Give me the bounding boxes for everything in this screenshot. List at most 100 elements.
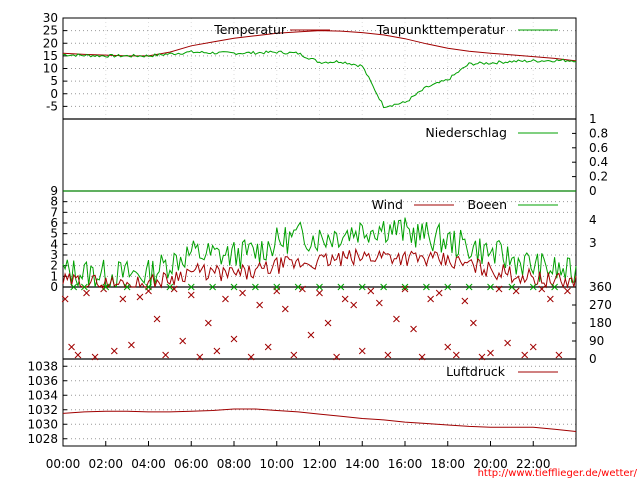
direction-point-0-54	[521, 351, 529, 359]
x-tick-label-9: 18:00	[430, 457, 465, 471]
y2-tick-label-p1-2: 0.6	[589, 141, 608, 155]
direction-point-0-49	[478, 353, 486, 361]
direction-point-0-12	[162, 351, 169, 359]
direction-point-0-22	[247, 353, 255, 361]
direction-point-0-57	[546, 295, 554, 303]
direction-point-0-52	[504, 339, 511, 347]
y-tick-label-p0-0: 30	[43, 11, 58, 25]
direction-point-0-34	[350, 301, 358, 309]
direction-point-0-56	[538, 285, 546, 293]
direction-point-0-17	[204, 319, 212, 327]
y-tick-label-p2-2: 7	[50, 205, 58, 219]
y-tick-label-p2-8: 1	[50, 269, 58, 283]
x-tick-label-1: 02:00	[88, 457, 123, 471]
y2-tick-label-p1-4: 0.2	[589, 170, 608, 184]
direction-point-0-40	[401, 285, 409, 293]
y-tick-label-p4-2: 1034	[27, 388, 58, 402]
y2-tick-label-p1-3: 0.4	[589, 155, 608, 169]
direction-point-0-39	[393, 315, 400, 323]
direction-point-1-14	[358, 283, 366, 291]
y-tick-label-p2-0: 9	[50, 184, 58, 198]
y-tick-label-p2-1: 8	[50, 195, 58, 209]
direction-point-1-0	[70, 283, 78, 291]
x-tick-label-10: 20:00	[473, 457, 508, 471]
direction-point-0-41	[410, 325, 417, 333]
direction-point-1-21	[508, 283, 516, 291]
legend-label-p1-0: Niederschlag	[425, 125, 507, 140]
direction-point-0-38	[384, 351, 392, 359]
direction-point-0-23	[256, 301, 264, 309]
credit-url: http://www.tiefflieger.de/wetter/	[478, 468, 638, 479]
direction-point-1-7	[209, 283, 216, 291]
direction-point-0-13	[170, 285, 178, 293]
direction-point-1-8	[230, 283, 238, 291]
direction-point-0-45	[444, 343, 452, 351]
direction-point-0-24	[264, 343, 272, 351]
direction-point-0-44	[435, 289, 443, 297]
direction-point-1-10	[273, 283, 281, 291]
y-tick-label-p4-1: 1036	[27, 374, 58, 388]
legend-label-p0-0: Temperatur	[213, 22, 287, 37]
direction-point-0-6	[110, 347, 118, 355]
direction-point-1-5	[166, 283, 174, 291]
y2-tick-label-p3-2: 180	[589, 316, 612, 330]
direction-point-0-50	[487, 349, 494, 357]
y2-tick-label-p1-0: 1	[589, 112, 597, 126]
y-tick-label-p0-5: 5	[50, 74, 58, 88]
direction-point-1-9	[252, 283, 259, 291]
direction-point-0-9	[136, 293, 144, 301]
direction-point-0-19	[222, 295, 229, 303]
series-line-p4-0	[62, 408, 577, 432]
x-tick-label-11: 22:00	[516, 457, 551, 471]
y2-tick-label-p3-4: 0	[589, 352, 597, 366]
direction-point-0-33	[341, 295, 349, 303]
direction-point-0-37	[375, 299, 383, 307]
direction-point-0-32	[333, 353, 340, 361]
y-tick-label-p2-3: 6	[50, 216, 58, 230]
direction-point-0-28	[299, 285, 306, 293]
direction-point-1-22	[529, 283, 537, 291]
direction-point-0-2	[74, 351, 82, 359]
direction-point-0-20	[230, 335, 238, 343]
direction-point-0-3	[83, 289, 90, 297]
y2-tick-label-p3-1: 270	[589, 298, 612, 312]
direction-point-0-29	[307, 331, 315, 339]
series-line-p2-0	[62, 247, 577, 289]
direction-point-0-35	[358, 347, 366, 355]
y2-tick-label-p1-5: 0	[589, 184, 597, 198]
direction-point-1-18	[444, 283, 452, 291]
y-tick-label-p4-5: 1028	[27, 432, 58, 446]
y-tick-label-p2-5: 4	[50, 237, 58, 251]
direction-point-0-0	[61, 295, 69, 303]
x-tick-label-8: 16:00	[388, 457, 423, 471]
direction-point-0-7	[119, 295, 127, 303]
direction-point-1-6	[187, 283, 195, 291]
direction-point-0-26	[281, 305, 289, 313]
legend-label-p4-0: Luftdruck	[446, 364, 506, 379]
direction-point-0-31	[324, 319, 332, 327]
y-tick-label-p0-4: 10	[43, 62, 58, 76]
direction-point-0-43	[427, 295, 435, 303]
direction-point-1-4	[145, 283, 152, 291]
direction-point-0-30	[316, 289, 323, 297]
y2-tick-label-p3-3: 90	[589, 334, 604, 348]
direction-point-1-13	[337, 283, 345, 291]
direction-point-0-59	[564, 287, 571, 295]
direction-point-0-16	[196, 353, 204, 361]
y-tick-label-p0-1: 25	[43, 24, 58, 38]
direction-point-0-18	[213, 347, 221, 355]
direction-point-0-21	[239, 289, 246, 297]
legend-label-p2-0: Wind	[372, 197, 403, 212]
y2-tick-label-p3-0: 360	[589, 280, 612, 294]
y-tick-label-p2-9: 0	[50, 280, 58, 294]
x-tick-label-7: 14:00	[345, 457, 380, 471]
x-tick-label-3: 06:00	[174, 457, 209, 471]
y-tick-label-p0-6: 0	[50, 87, 58, 101]
direction-point-0-8	[128, 341, 135, 349]
direction-point-0-1	[68, 343, 75, 351]
y-tick-label-p2-4: 5	[50, 227, 58, 241]
y-tick-label-p0-3: 15	[43, 49, 58, 63]
legend-label-p2-1: Boeen	[467, 197, 507, 212]
y2-tick-label-p2-1: 3	[589, 236, 597, 250]
